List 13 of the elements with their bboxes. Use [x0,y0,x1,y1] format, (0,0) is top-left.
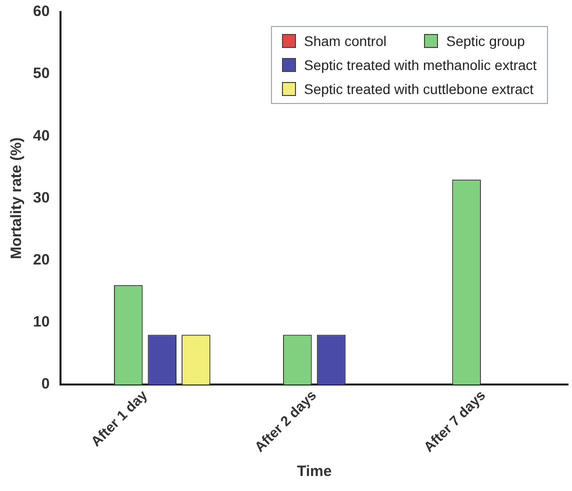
y-tick-label: 50 [32,65,50,82]
y-tick-label: 0 [41,376,50,393]
y-axis-title: Mortality rate (%) [8,137,26,260]
legend-label: Sham control [304,33,386,49]
legend-label: Septic treated with methanolic extract [304,57,537,73]
y-tick-label: 30 [32,189,50,206]
y-tick-label: 40 [32,127,50,144]
y-tick-label: 60 [32,3,50,20]
y-tick-label: 10 [32,314,50,331]
y-tick-label: 20 [32,251,50,268]
legend-label: Septic group [446,33,525,49]
legend-label: Septic treated with cuttlebone extract [304,81,534,97]
x-axis-title: Time [296,463,332,480]
